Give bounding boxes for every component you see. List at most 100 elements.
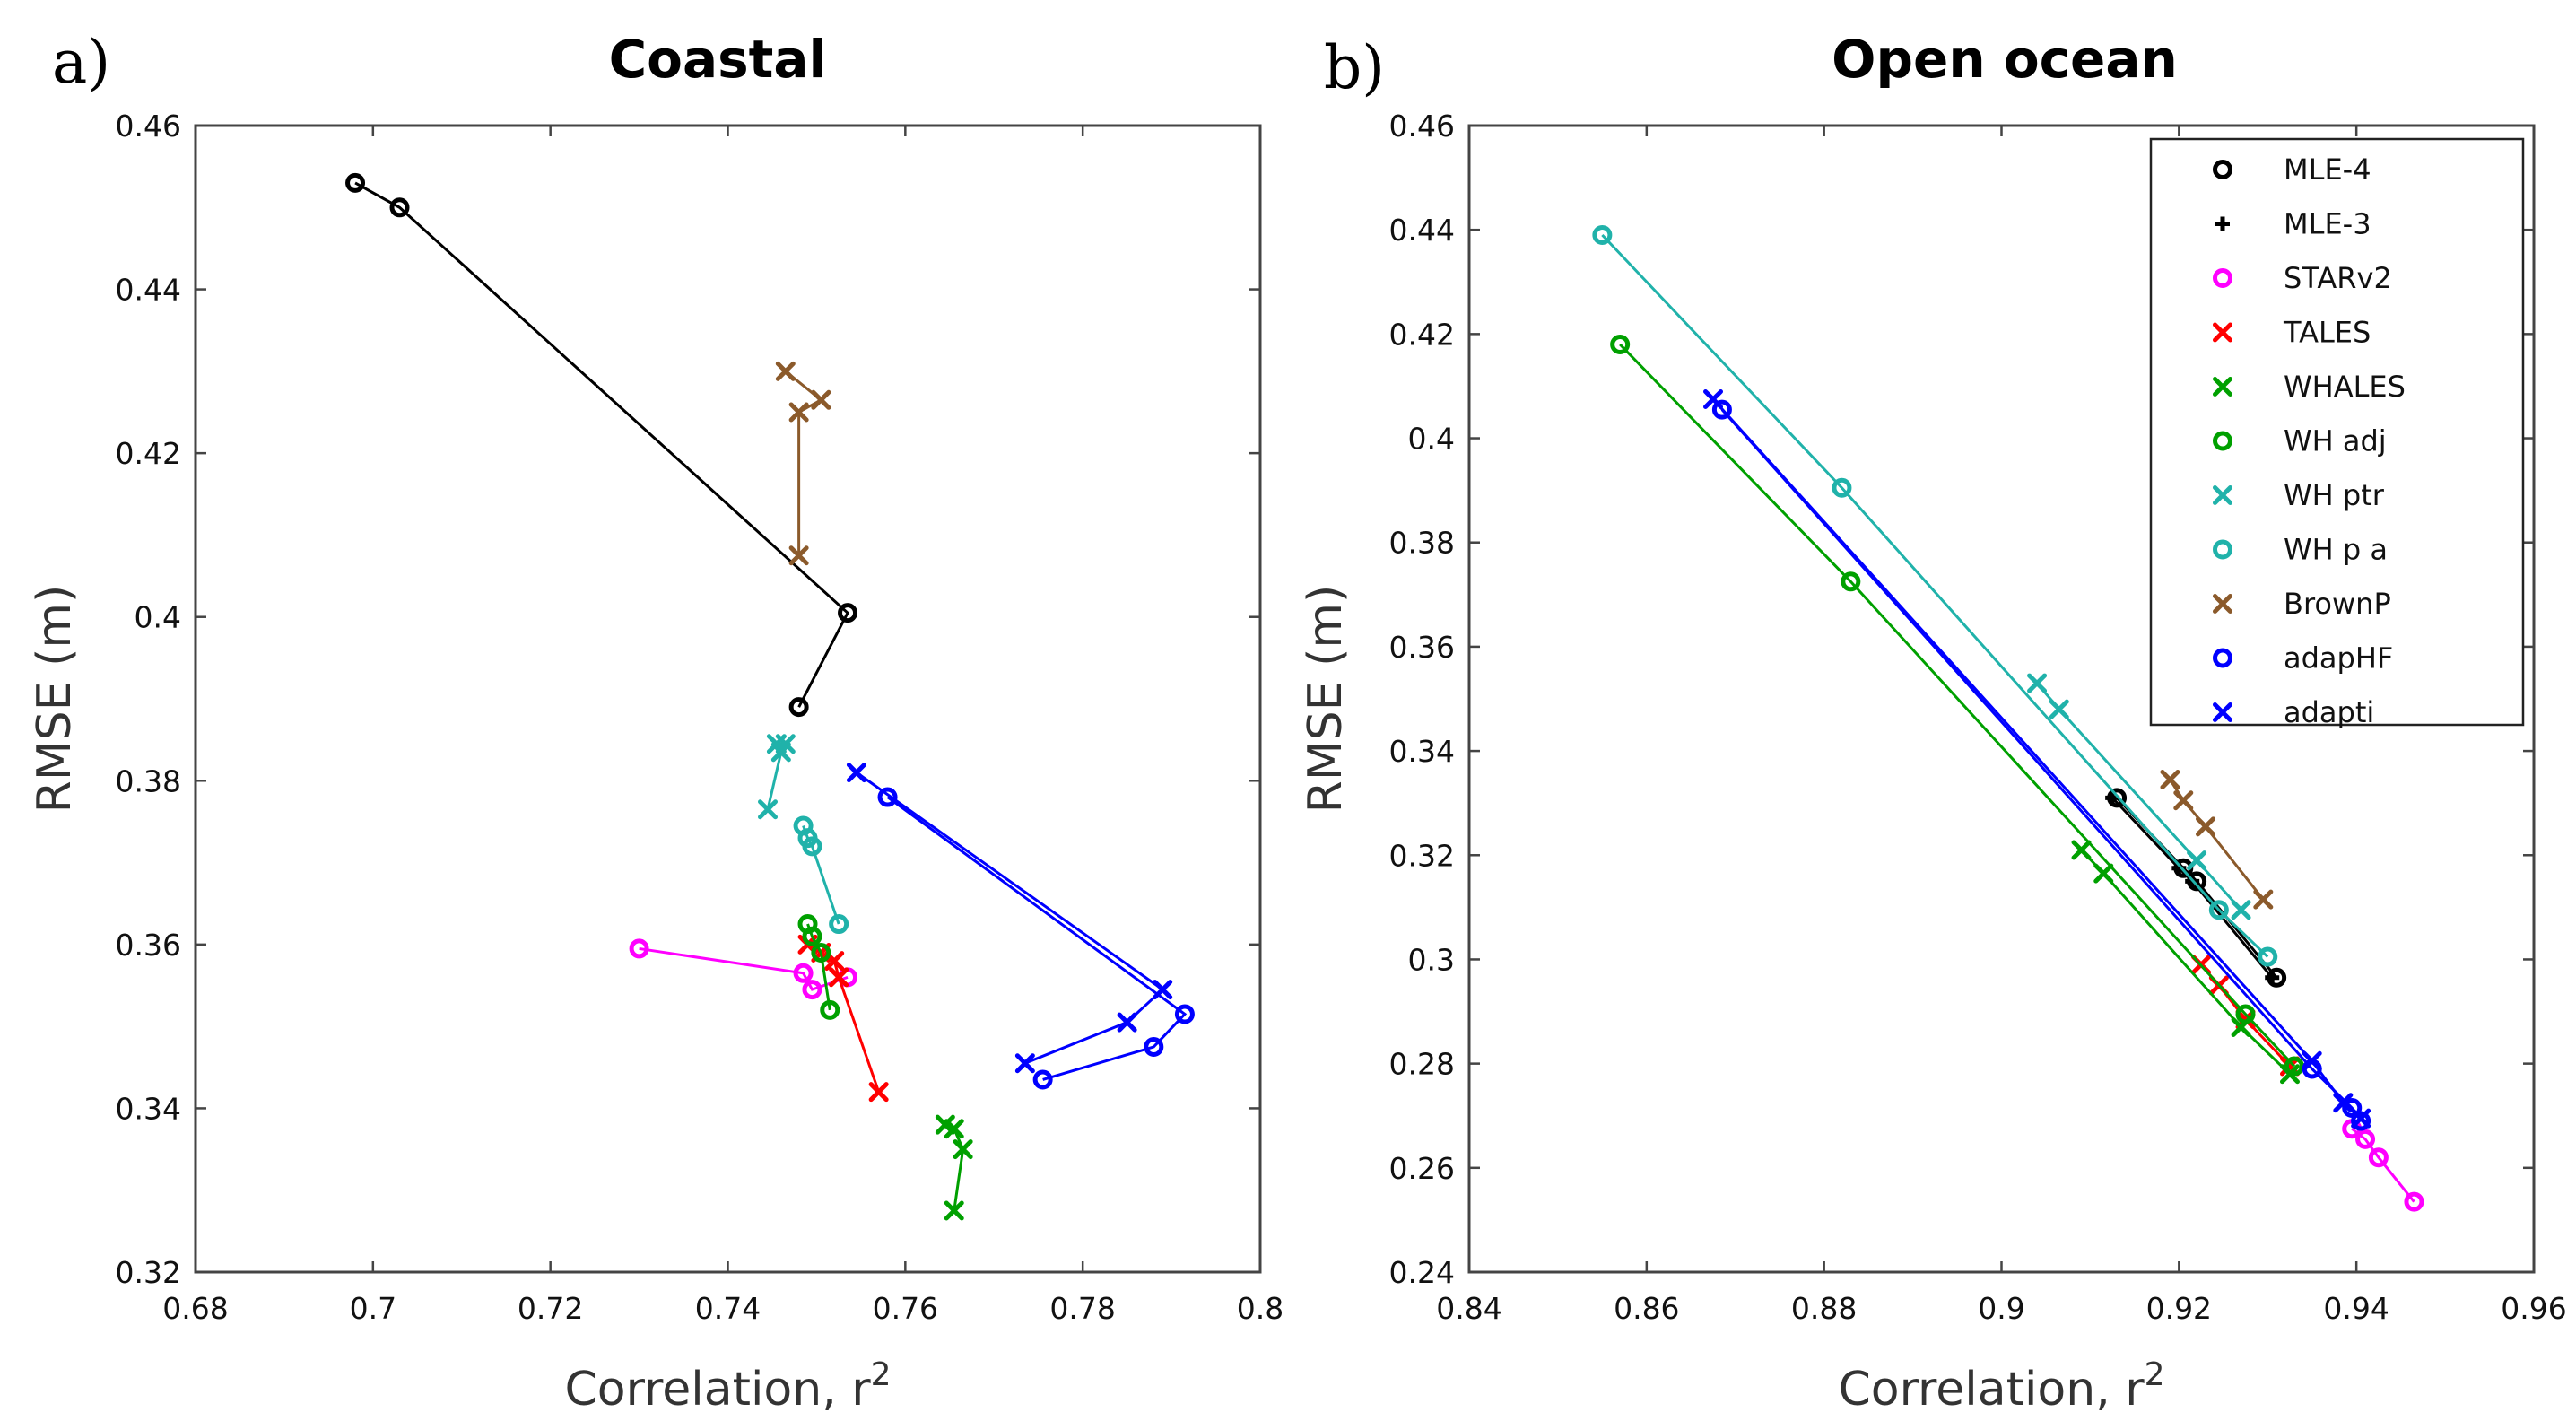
legend-item-tales: TALES (2213, 316, 2371, 350)
open-ocean-data-point-mle-3 (2265, 970, 2280, 985)
open-ocean-x-tick-label: 0.86 (1614, 1291, 1679, 1326)
legend-label-mle-4: MLE-4 (2284, 153, 2371, 187)
coastal-data-point-starv2 (793, 963, 814, 983)
open-ocean-x-tick-label: 0.96 (2501, 1291, 2566, 1326)
legend-marker-adaphf (2213, 648, 2232, 668)
legend-marker-adapti (2213, 702, 2232, 722)
coastal-data-point-adaphf (877, 787, 898, 807)
coastal-data-point-mle-4 (389, 197, 410, 218)
coastal-data-point-whales (944, 1200, 964, 1221)
legend-label-whales: WHALES (2284, 370, 2406, 404)
coastal-x-axis-label: Correlation, r2 (564, 1356, 891, 1417)
coastal-data-point-adapti (1153, 980, 1173, 1000)
coastal-data-point-starv2 (629, 938, 649, 959)
open-ocean-series-line-wh-ptr (2035, 682, 2242, 911)
open-ocean-data-point-wh-ptr (2187, 850, 2207, 871)
open-ocean-series-line-wh-adj (1619, 343, 2296, 1068)
coastal-data-point-adapti (1117, 1012, 1137, 1033)
coastal-x-tick-label: 0.68 (162, 1291, 228, 1326)
panel-b-letter: b) (1324, 33, 1385, 102)
open-ocean-x-tick-label: 0.84 (1436, 1291, 1501, 1326)
coastal-chart-title: Coastal (609, 29, 827, 90)
coastal-x-tick-label: 0.76 (873, 1291, 938, 1326)
open-ocean-series-line-brownp (2169, 779, 2265, 901)
open-ocean-data-point-brownp (2253, 889, 2274, 910)
legend-marker-wh-ptr (2213, 485, 2232, 505)
open-ocean-data-point-adaphf (2342, 1098, 2363, 1119)
open-ocean-data-point-brownp (2160, 770, 2180, 790)
open-ocean-data-point-wh-ptr (2231, 900, 2251, 920)
coastal-data-point-wh-p-a (829, 914, 849, 935)
panel-a-letter: a) (52, 28, 110, 97)
coastal-data-point-mle-4 (788, 697, 809, 718)
coastal-series-wh-adj (797, 914, 840, 1020)
coastal-series-adapti (846, 763, 1173, 1074)
legend-label-brownp: BrownP (2284, 587, 2391, 621)
coastal-y-tick-label: 0.44 (116, 273, 181, 308)
coastal-x-axis-label-superscript: 2 (871, 1356, 892, 1393)
coastal-y-tick-label: 0.32 (116, 1255, 181, 1290)
coastal-x-tick-label: 0.7 (350, 1291, 396, 1326)
open-ocean-data-point-wh-adj (1610, 334, 1631, 354)
open-ocean-data-point-adapti (2351, 1108, 2371, 1129)
open-ocean-series-line-whales (2080, 849, 2292, 1076)
open-ocean-series-line-wh-p-a (1601, 233, 2269, 958)
open-ocean-x-tick-label: 0.94 (2323, 1291, 2389, 1326)
coastal-data-point-wh-ptr (758, 799, 779, 820)
legend-label-adapti: adapti (2284, 695, 2374, 729)
open-ocean-y-tick-label: 0.4 (1408, 422, 1455, 457)
coastal-data-point-adaphf (1032, 1069, 1053, 1090)
coastal-series-brownp (775, 361, 831, 566)
coastal-data-point-wh-p-a (802, 836, 822, 857)
open-ocean-data-point-wh-p-a (1832, 477, 1852, 498)
coastal-series-wh-p-a (793, 815, 849, 935)
legend-item-whales: WHALES (2213, 370, 2406, 404)
legend: MLE-4 MLE-3 STARv2 TALES WHALES WH adj WH ptr W… (2149, 137, 2525, 729)
open-ocean-data-point-adapti (2333, 1093, 2354, 1113)
legend-label-starv2: STARv2 (2284, 261, 2392, 295)
legend-item-mle-4: MLE-4 (2213, 153, 2371, 187)
open-ocean-y-tick-label: 0.36 (1389, 630, 1455, 665)
coastal-data-point-brownp (811, 389, 831, 410)
coastal-y-tick-label: 0.36 (116, 928, 181, 963)
open-ocean-data-point-wh-p-a (1592, 224, 1613, 245)
open-ocean-data-point-adapti (2302, 1050, 2322, 1071)
open-ocean-panel: b) Open ocean 0.84 0.86 0.88 0.9 0.92 0.94 0.9… (1299, 29, 2567, 1417)
open-ocean-x-axis-label-superscript: 2 (2145, 1356, 2165, 1393)
coastal-y-tick-label: 0.46 (116, 109, 181, 144)
coastal-series-line-adapti (856, 771, 1165, 1065)
legend-item-wh-p-a: WH p a (2213, 533, 2388, 567)
open-ocean-y-tick-label: 0.26 (1389, 1151, 1455, 1186)
legend-item-brownp: BrownP (2213, 587, 2391, 621)
open-ocean-data-point-wh-adj (2284, 1056, 2304, 1077)
coastal-panel: a) Coastal 0.68 0.7 0.72 0.74 0.76 0.78 0.8 0.3… (28, 28, 1284, 1417)
coastal-plot-frame (194, 124, 1262, 1274)
legend-marker-whales (2213, 377, 2232, 397)
open-ocean-data-point-adaphf (2351, 1111, 2371, 1131)
legend-marker-starv2 (2213, 268, 2232, 288)
open-ocean-data-point-wh-ptr (2027, 673, 2048, 693)
legend-box (2149, 137, 2525, 727)
open-ocean-x-tick-label: 0.9 (1978, 1291, 2024, 1326)
legend-marker-mle-3 (2215, 216, 2230, 231)
open-ocean-series-wh-ptr (2027, 673, 2251, 920)
coastal-data-point-wh-ptr (770, 742, 791, 763)
coastal-series-adaphf (877, 787, 1195, 1090)
coastal-x-tick-label: 0.8 (1237, 1291, 1284, 1326)
open-ocean-data-point-wh-p-a (2208, 900, 2229, 920)
open-ocean-y-tick-label: 0.38 (1389, 526, 1455, 561)
legend-item-wh-ptr: WH ptr (2213, 478, 2385, 512)
coastal-series-line-mle-4 (354, 181, 849, 708)
legend-marker-brownp (2213, 594, 2232, 614)
coastal-y-tick-label: 0.38 (116, 763, 181, 798)
open-ocean-data-point-adapti (1703, 388, 1724, 409)
open-ocean-y-tick-label: 0.28 (1389, 1047, 1455, 1082)
open-ocean-series-whales (2071, 840, 2300, 1085)
legend-item-wh-adj: WH adj (2213, 424, 2387, 458)
coastal-data-point-whales (944, 1119, 964, 1139)
open-ocean-y-tick-label: 0.3 (1408, 942, 1455, 977)
open-ocean-data-point-starv2 (2368, 1147, 2389, 1168)
coastal-series-whales (935, 1114, 973, 1221)
open-ocean-data-point-wh-ptr (2049, 699, 2069, 719)
coastal-data-point-tales (868, 1082, 889, 1103)
